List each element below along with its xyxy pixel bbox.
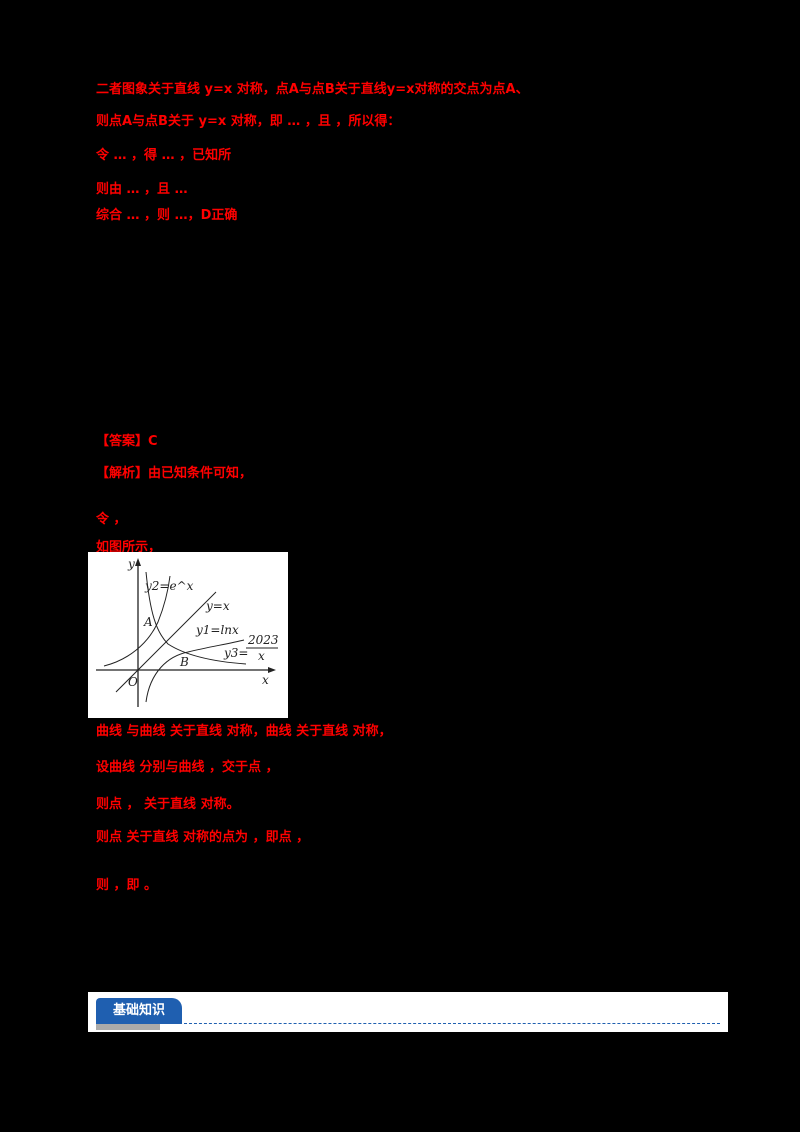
label-y2: y2=e^x	[144, 579, 194, 593]
label-y3-num: 2023	[247, 633, 279, 647]
function-graph-figure: y2=e^x y=x y1=lnx y3= 2023 x A B O y x	[88, 552, 288, 718]
solution-line-5: 综合 … ，则 …，D正确	[96, 208, 238, 223]
label-yx: y=x	[205, 599, 230, 613]
point-b-label: B	[179, 655, 189, 669]
label-y3-den: x	[258, 649, 265, 663]
label-y3: y3=	[223, 646, 248, 660]
origin-label: O	[128, 675, 138, 689]
dashed-divider	[184, 1023, 720, 1024]
solution-line-2: 则点A与点B关于 y=x 对称，即 … ，且 ，所以得：	[96, 114, 401, 129]
solution-after-1: 曲线 与曲线 关于直线 对称，曲线 关于直线 对称，	[96, 724, 392, 739]
label-y1: y1=lnx	[195, 623, 239, 637]
graph-svg: y2=e^x y=x y1=lnx y3= 2023 x A B O y x	[96, 557, 279, 707]
analysis-label: 【解析】由已知条件可知，	[96, 466, 253, 481]
solution-after-3: 则点 ， 关于直线 对称。	[96, 797, 240, 812]
solution-line-4: 则由 … ，且 …	[96, 182, 188, 197]
x-axis-label: x	[262, 673, 269, 687]
solution-line-3: 令 … ，得 … ，已知所	[96, 148, 232, 163]
point-a-label: A	[143, 615, 153, 629]
tab-shadow	[96, 1024, 160, 1030]
answer-label: 【答案】C	[96, 434, 158, 449]
section-tab-basic-knowledge: 基础知识	[96, 998, 182, 1024]
y-axis-label: y	[127, 557, 135, 571]
analysis-line-2: 令 ，	[96, 512, 127, 527]
solution-line-1: 二者图象关于直线 y=x 对称，点A与点B关于直线y=x对称的交点为点A、	[96, 82, 529, 97]
solution-after-2: 设曲线 分别与曲线 ，交于点 ，	[96, 760, 279, 775]
solution-after-4: 则点 关于直线 对称的点为 ，即点 ，	[96, 830, 310, 845]
solution-after-5: 则 ，即 。	[96, 878, 158, 893]
analysis-line-3: 如图所示，	[96, 540, 162, 555]
section-banner: 基础知识	[88, 992, 728, 1032]
